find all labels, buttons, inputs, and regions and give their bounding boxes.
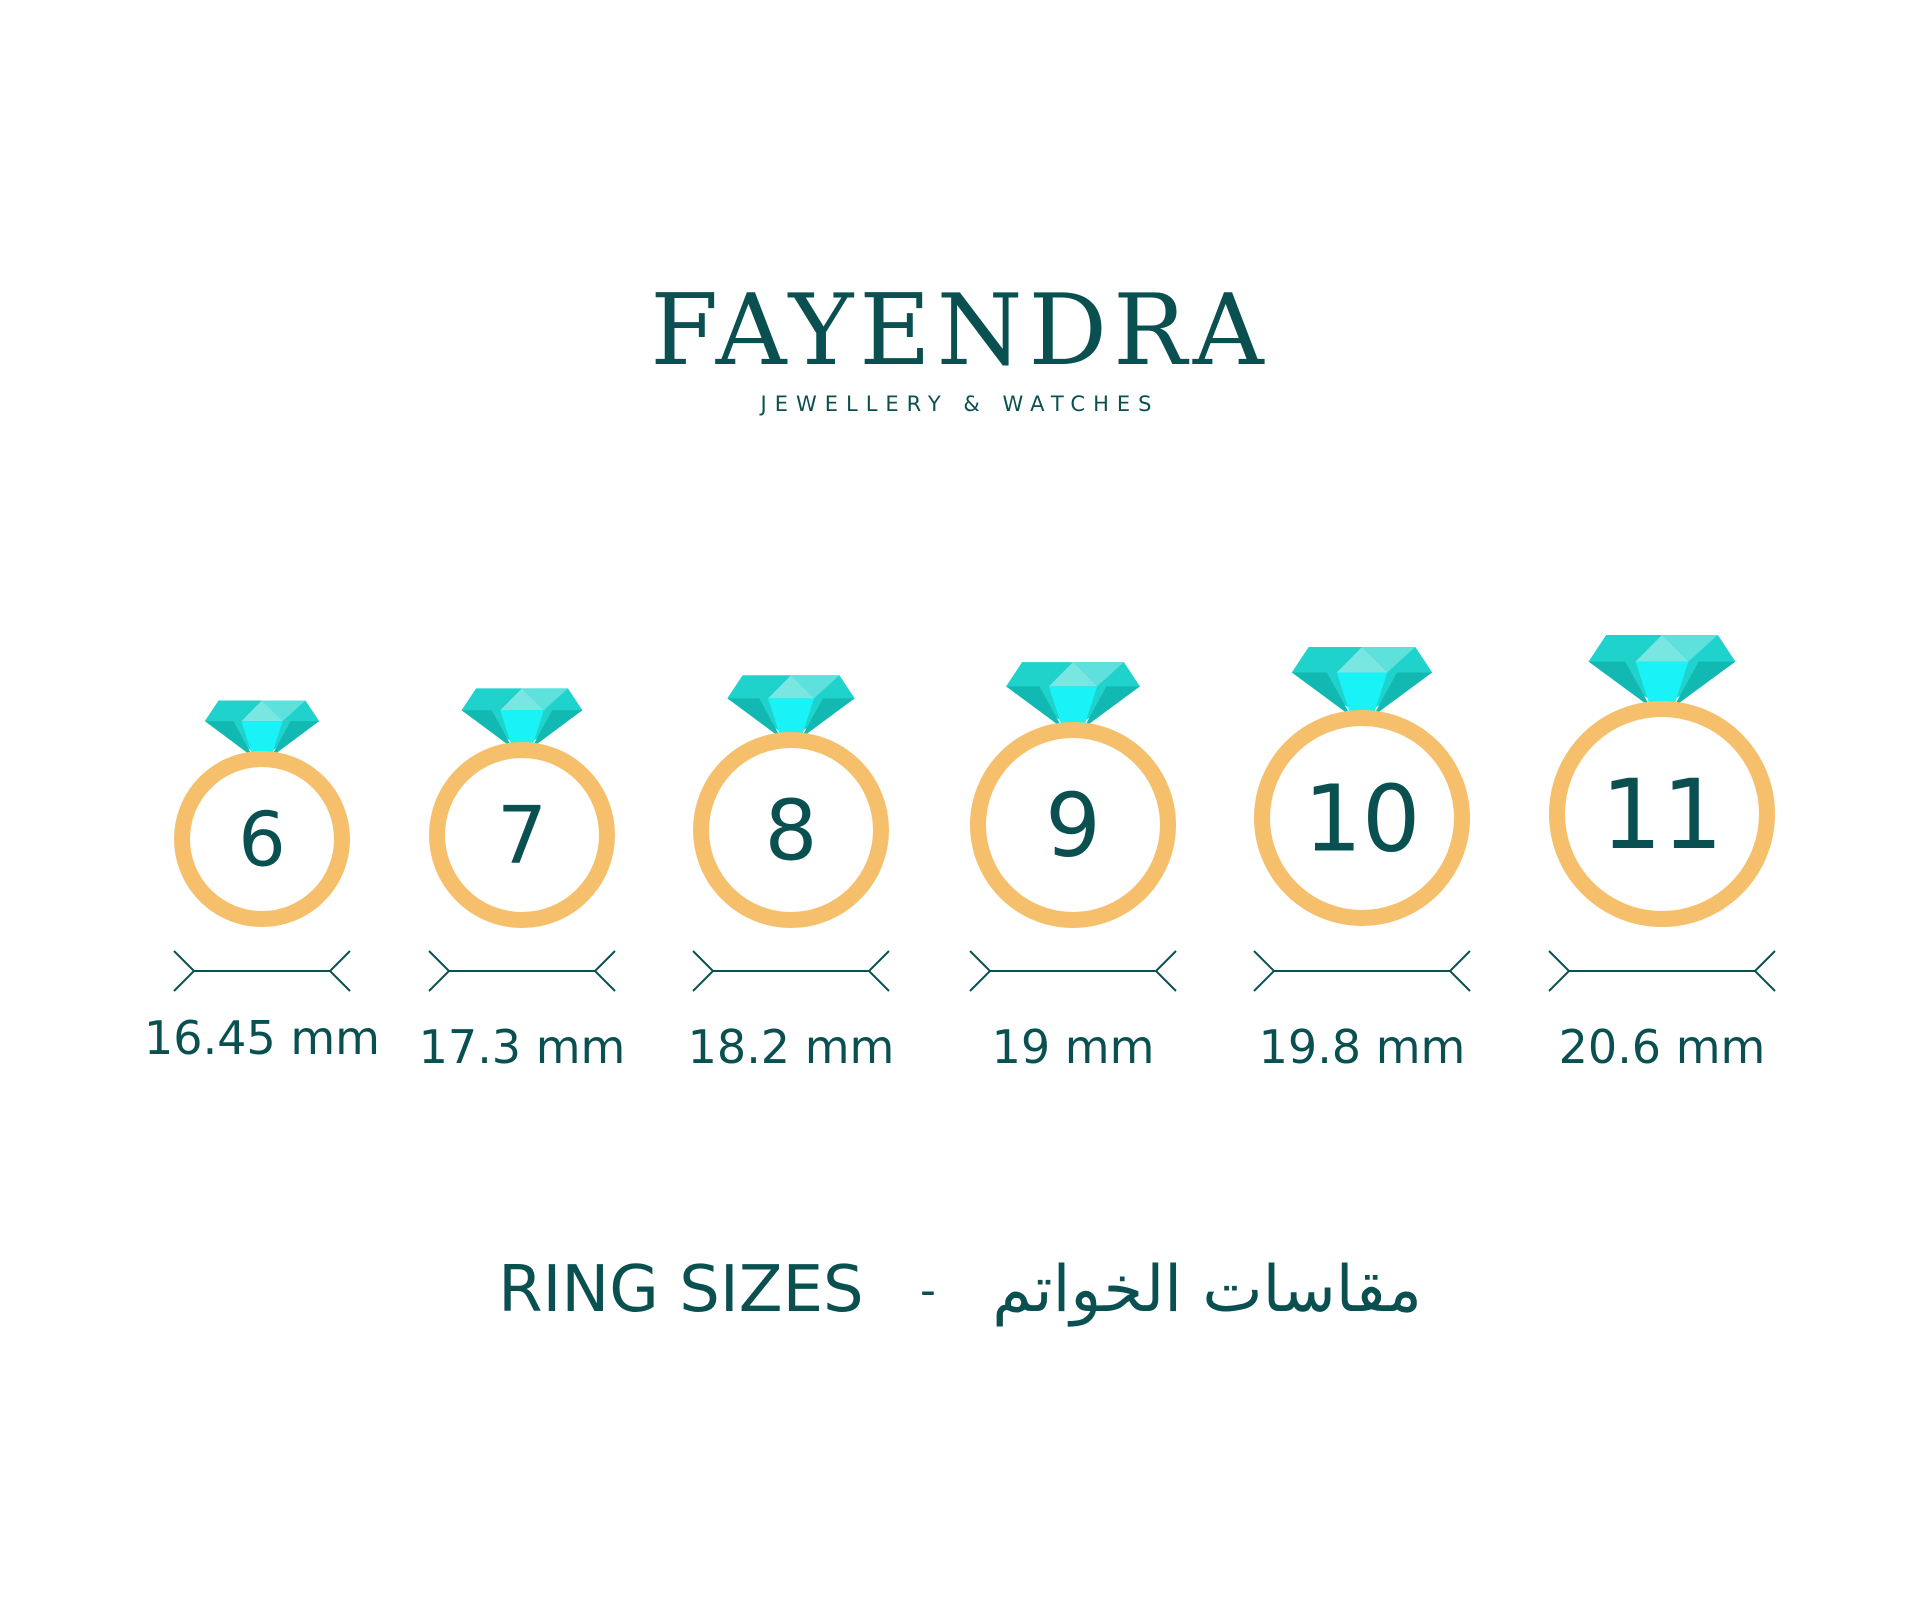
title-english: RING SIZES	[498, 1253, 864, 1328]
diameter-measure-line	[969, 950, 1177, 992]
ring-size-number: 10	[1304, 765, 1421, 872]
diameter-measure-line	[1548, 950, 1776, 992]
ring-size-6: 6 16.45 mm	[144, 700, 380, 1065]
ring-band	[1254, 710, 1470, 926]
diameter-label: 17.3 mm	[419, 1020, 626, 1074]
ring-size-number: 9	[1045, 775, 1101, 877]
diamond-icon	[1006, 662, 1140, 728]
page-title: RING SIZES - مقاسات الخواتم	[0, 1250, 1920, 1327]
diameter-label: 18.2 mm	[688, 1020, 895, 1074]
ring-band	[1549, 701, 1775, 927]
ring-band	[174, 751, 350, 927]
diameter-label: 20.6 mm	[1559, 1020, 1766, 1074]
diameter-measure-line	[692, 950, 890, 992]
ring-size-number: 6	[238, 796, 286, 883]
diamond-icon	[204, 700, 320, 757]
ring-size-11: 11 20.6 mm	[1548, 634, 1776, 1074]
brand-logo: FAYENDRA	[650, 274, 1270, 388]
diamond-icon	[727, 675, 855, 738]
ring-band	[693, 732, 889, 928]
ring-size-7: 7 17.3 mm	[419, 688, 626, 1074]
ring-band	[970, 722, 1176, 928]
diameter-label: 19.8 mm	[1259, 1020, 1466, 1074]
diamond-icon	[461, 688, 583, 748]
diamond-icon	[1291, 647, 1433, 716]
ring-size-9: 9 19 mm	[969, 662, 1177, 1074]
ring-size-number: 11	[1601, 759, 1723, 871]
title-separator: -	[919, 1264, 936, 1316]
diameter-label: 19 mm	[992, 1020, 1155, 1074]
ring-band	[429, 742, 615, 928]
diamond-icon	[1588, 634, 1736, 707]
diameter-measure-line	[1253, 950, 1471, 992]
ring-size-8: 8 18.2 mm	[688, 675, 895, 1074]
diameter-measure-line	[173, 950, 351, 992]
title-arabic: مقاسات الخواتم	[992, 1253, 1422, 1328]
brand-tagline: JEWELLERY & WATCHES	[760, 392, 1160, 416]
ring-size-number: 7	[497, 790, 547, 882]
diameter-label: 16.45 mm	[144, 1011, 380, 1065]
ring-size-number: 8	[765, 782, 818, 879]
diameter-measure-line	[428, 950, 616, 992]
ring-size-10: 10 19.8 mm	[1253, 647, 1471, 1074]
